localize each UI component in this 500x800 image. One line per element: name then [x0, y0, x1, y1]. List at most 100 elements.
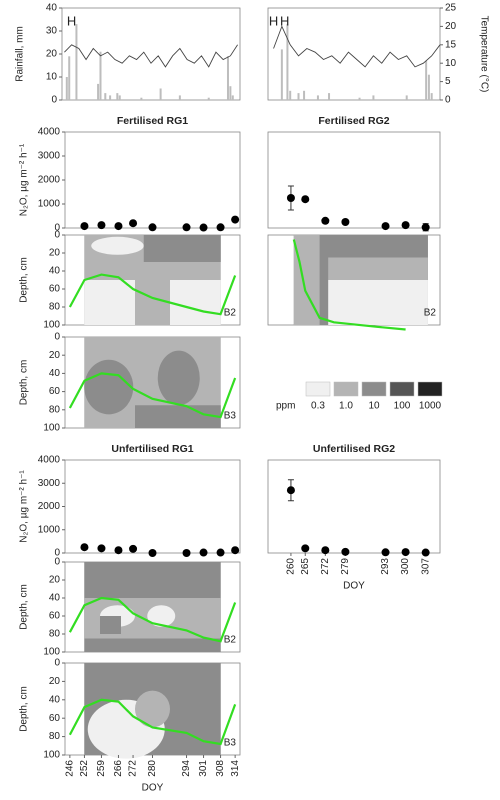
- plot-frame: [267, 7, 441, 101]
- rain-bar: [178, 95, 181, 100]
- x-tick-label: 294: [181, 760, 192, 777]
- concentration-region: [328, 257, 428, 280]
- y2-tick-label: 0: [445, 95, 451, 106]
- rain-bar: [430, 93, 433, 100]
- flux-point: [199, 223, 208, 232]
- rain-bar: [75, 24, 78, 101]
- y-tick-label: 3000: [38, 151, 61, 162]
- y-tick-label: 2000: [38, 501, 61, 512]
- rain-bar: [159, 88, 162, 100]
- flux-point: [341, 547, 350, 556]
- rain-bar: [104, 93, 107, 100]
- concentration-region: [84, 280, 135, 325]
- y-tick-label: 0: [54, 223, 60, 234]
- flux-point: [148, 223, 157, 232]
- legend-swatch: [417, 381, 443, 397]
- annotation: H: [67, 13, 76, 28]
- depth-line: [68, 273, 237, 316]
- concentration-region: [328, 280, 428, 325]
- flux-point: [286, 194, 295, 202]
- concentration-region: [157, 350, 200, 406]
- y2-tick-label: 25: [445, 3, 457, 14]
- flux-point: [321, 216, 330, 225]
- y-tick-label: 30: [46, 26, 58, 37]
- rain-bar: [316, 95, 319, 100]
- y-axis-label: Depth, cm: [19, 360, 30, 406]
- depth-line: [68, 596, 237, 643]
- rain-bar: [405, 95, 408, 100]
- legend-swatch: [389, 381, 415, 397]
- flux-point: [301, 544, 310, 553]
- plot-frame: [64, 131, 241, 229]
- y-tick-label: 0: [54, 230, 60, 241]
- y-tick-label: 10: [46, 72, 58, 83]
- flux-point: [80, 222, 89, 231]
- concentration-region: [135, 690, 170, 728]
- rain-bar: [231, 95, 234, 100]
- rain-bar: [286, 24, 289, 101]
- y-tick-label: 60: [49, 284, 61, 295]
- panel-label: B3: [224, 411, 237, 422]
- y-tick-label: 0: [54, 557, 60, 568]
- y-tick-label: 20: [49, 575, 61, 586]
- plot-frame: [61, 7, 241, 101]
- rain-bar: [140, 97, 143, 100]
- y-tick-label: 80: [49, 302, 61, 313]
- flux-point: [341, 218, 350, 226]
- y-tick-label: 100: [43, 320, 60, 331]
- flux-point: [421, 548, 430, 557]
- x-tick-label: 259: [96, 760, 107, 777]
- flux-point: [381, 222, 390, 231]
- legend-label: 1000: [419, 401, 442, 412]
- y-tick-label: 20: [46, 49, 58, 60]
- rain-bar: [118, 95, 121, 100]
- temperature-line: [64, 44, 238, 68]
- depth-line: [68, 372, 237, 419]
- rain-bar: [280, 49, 283, 100]
- depth-line: [68, 698, 237, 746]
- flux-point: [129, 219, 138, 228]
- flux-point: [182, 223, 191, 232]
- rain-bar: [303, 90, 306, 100]
- x-tick-label: 280: [147, 760, 158, 777]
- rain-bar: [328, 93, 331, 100]
- flux-point: [97, 544, 106, 553]
- flux-point: [421, 223, 430, 232]
- y-tick-label: 20: [49, 248, 61, 259]
- legend-label: 10: [368, 401, 380, 412]
- flux-point: [216, 223, 225, 232]
- flux-point: [301, 195, 310, 204]
- y-tick-label: 3000: [38, 478, 61, 489]
- flux-point: [231, 215, 240, 224]
- y-tick-label: 4000: [38, 455, 61, 466]
- concentration-region: [100, 616, 121, 634]
- y2-tick-label: 15: [445, 39, 457, 50]
- x-axis-label: DOY: [142, 783, 164, 794]
- concentration-region: [84, 359, 134, 415]
- rain-bar: [425, 60, 428, 100]
- x-axis-label: DOY: [343, 581, 365, 592]
- y-tick-label: 60: [49, 611, 61, 622]
- flux-point: [381, 548, 390, 557]
- x-tick-label: 314: [230, 760, 241, 777]
- rain-bar: [289, 90, 292, 100]
- y-tick-label: 40: [49, 266, 61, 277]
- flux-point: [199, 548, 208, 557]
- rain-bar: [109, 95, 112, 100]
- flux-point: [148, 549, 157, 557]
- x-tick-label: 266: [113, 760, 124, 777]
- x-tick-label: 279: [340, 558, 351, 575]
- y-tick-label: 40: [49, 368, 61, 379]
- rain-bar: [99, 51, 102, 100]
- rain-bar: [358, 97, 361, 100]
- flux-point: [231, 546, 240, 555]
- panel-label: B2: [224, 635, 237, 646]
- y-axis-label: Depth, cm: [19, 584, 30, 630]
- y-tick-label: 40: [46, 3, 58, 14]
- panel-title: Fertilised RG2: [318, 115, 389, 127]
- y-tick-label: 80: [49, 629, 61, 640]
- flux-point: [114, 222, 123, 231]
- flux-point: [321, 546, 330, 555]
- concentration-region: [135, 405, 221, 428]
